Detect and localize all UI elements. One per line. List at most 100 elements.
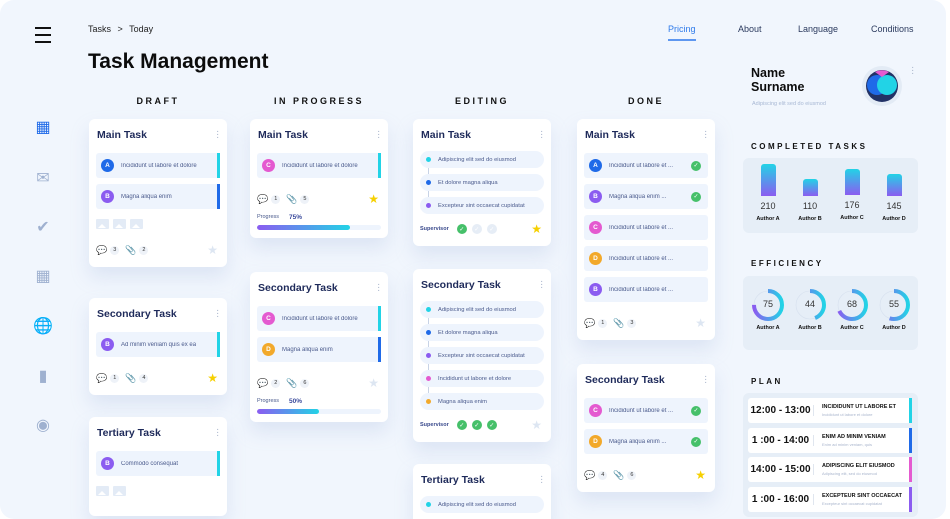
plan-row[interactable]: 14:00 - 15:00 ADIPISCING ELIT EIUSMOD Adip… [748,457,912,482]
star-icon[interactable]: ★ [531,222,542,236]
plan-row[interactable]: 1 :00 - 16:00 EXCEPTEUR SINT OCCAECAT Exce… [748,486,912,512]
paperclip-icon[interactable]: 📎 [125,372,137,383]
timeline-item[interactable]: Magna aliqua enim [420,393,544,410]
comment-icon[interactable]: 💬 [584,469,596,480]
task-card[interactable]: Secondary Task · · · Adipiscing elit sed do … [413,269,551,442]
timeline-item[interactable]: Excepteur sint occaecat cupidatat [420,347,544,364]
timeline-item[interactable]: Adipiscing elit sed do eiusmod [420,301,544,318]
task-item[interactable]: C Incididunt ut labore et dolore [257,306,381,331]
star-icon[interactable]: ★ [368,192,379,206]
comment-icon[interactable]: 💬 [257,193,269,204]
calendar-icon[interactable]: ▦ [35,268,51,285]
star-icon[interactable]: ★ [207,371,218,385]
task-card[interactable]: Main Task · · · A Incididunt ut labore et dol… [89,119,227,267]
star-icon[interactable]: ★ [531,418,542,432]
image-icon[interactable] [96,486,109,496]
task-item[interactable]: C Incididunt ut labore et ... [584,215,708,240]
nav-about[interactable]: About [738,24,762,34]
star-icon[interactable]: ★ [695,468,706,482]
more-options-icon[interactable]: · · · [377,126,381,143]
timeline-item[interactable]: Et dolore magna aliqua [420,174,544,191]
more-options-icon[interactable]: · · · [540,471,544,488]
task-card[interactable]: Tertiary Task · · · B Commodo consequat [89,417,227,516]
plan-row[interactable]: 1 :00 - 14:00 ENIM AD MINIM VENIAM Enim ad… [748,427,912,453]
task-item[interactable]: A Incididunt ut labore et dolore [96,153,220,178]
supervisor-check-icon[interactable]: ✓ [471,420,482,430]
task-item[interactable]: B Magna aliqua enim [96,184,220,209]
supervisor-check-icon[interactable]: ✓ [486,224,497,234]
comment-icon[interactable]: 💬 [96,244,108,255]
image-icon[interactable] [96,219,109,229]
task-card[interactable]: Main Task · · · Adipiscing elit sed do eiusm… [413,119,551,246]
task-item[interactable]: C Incididunt ut labore et ... ✓ [584,398,708,423]
supervisor-check-icon[interactable]: ✓ [456,224,467,234]
star-icon[interactable]: ★ [695,316,706,330]
bar-group: 176 Author C [832,169,872,221]
task-item[interactable]: D Magna aliqua enim ... ✓ [584,429,708,454]
image-icon[interactable] [130,219,143,229]
nav-language[interactable]: Language [798,24,839,34]
more-options-icon[interactable]: · · · [216,126,220,143]
profile-kebab-icon[interactable]: · · · [911,62,915,79]
card-title: Main Task [421,129,471,141]
supervisor-check-icon[interactable]: ✓ [486,420,497,430]
comment-icon[interactable]: 💬 [584,317,596,328]
more-options-icon[interactable]: · · · [540,276,544,293]
comment-icon[interactable]: 💬 [96,372,108,383]
breadcrumb-today[interactable]: Today [129,24,154,34]
task-card[interactable]: Secondary Task · · · B Ad minim veniam quis e… [89,298,227,395]
paperclip-icon[interactable]: 📎 [613,469,625,480]
task-item[interactable]: B Commodo consequat [96,451,220,476]
image-icon[interactable] [113,219,126,229]
task-card[interactable]: Secondary Task · · · C Incididunt ut labore e… [250,272,388,422]
task-card[interactable]: Secondary Task · · · C Incididunt ut labore e… [577,364,715,492]
hamburger-menu-icon[interactable] [35,27,51,48]
task-item[interactable]: B Incididunt ut labore et ... [584,277,708,302]
task-item[interactable]: A Incididunt ut labore et ... ✓ [584,153,708,178]
comment-icon[interactable]: 💬 [257,377,269,388]
paperclip-icon[interactable]: 📎 [613,317,625,328]
avatar[interactable] [862,66,902,106]
more-options-icon[interactable]: · · · [704,371,708,388]
task-item[interactable]: D Magna aliqua enim [257,337,381,362]
grid-icon[interactable]: ▦ [35,119,51,136]
image-icon[interactable] [113,486,126,496]
bar-value: 210 [760,200,776,211]
mail-icon[interactable]: ✉ [36,170,50,187]
more-options-icon[interactable]: · · · [216,305,220,322]
more-options-icon[interactable]: · · · [377,279,381,296]
timeline-item[interactable]: Adipiscing elit sed do eiusmod [420,151,544,168]
paperclip-icon[interactable]: 📎 [286,193,298,204]
more-options-icon[interactable]: · · · [540,126,544,143]
paperclip-icon[interactable]: 📎 [125,244,137,255]
supervisor-check-icon[interactable]: ✓ [456,420,467,430]
task-item[interactable]: B Magna aliqua enim ... ✓ [584,184,708,209]
assignee-avatar: D [589,435,602,448]
star-icon[interactable]: ★ [207,243,218,257]
more-options-icon[interactable]: · · · [704,126,708,143]
timeline-item[interactable]: Et dolore magna aliqua [420,324,544,341]
timeline-item[interactable]: Adipiscing elit sed do eiusmod [420,496,544,513]
task-card[interactable]: Main Task · · · C Incididunt ut labore et dol… [250,119,388,238]
task-item[interactable]: C Incididunt ut labore et dolore [257,153,381,178]
nav-conditions[interactable]: Conditions [871,24,914,34]
assignee-avatar: B [589,190,602,203]
timeline-item[interactable]: Incididunt ut labore et dolore [420,370,544,387]
paperclip-icon[interactable]: 📎 [286,377,298,388]
record-icon[interactable]: ◉ [36,417,50,434]
task-card[interactable]: Main Task · · · A Incididunt ut labore et ...… [577,119,715,340]
task-item[interactable]: D Incididunt ut labore et ... [584,246,708,271]
card-footer: 💬 2 📎 6 ★ [257,374,381,392]
globe-icon[interactable]: 🌐 [33,318,53,335]
nav-pricing[interactable]: Pricing [668,24,696,41]
more-options-icon[interactable]: · · · [216,424,220,441]
star-icon[interactable]: ★ [368,376,379,390]
task-card[interactable]: Tertiary Task · · · Adipiscing elit sed do e… [413,464,551,519]
bar-chart-icon[interactable]: ▮ [38,368,48,385]
check-circle-icon[interactable]: ✔ [36,219,50,236]
supervisor-check-icon[interactable]: ✓ [471,224,482,234]
breadcrumb-tasks[interactable]: Tasks [88,24,112,34]
timeline-item[interactable]: Excepteur sint occaecat cupidatat [420,197,544,214]
task-item[interactable]: B Ad minim veniam quis ex ea [96,332,220,357]
plan-row[interactable]: 12:00 - 13:00 INCIDIDUNT UT LABORE ET Inci… [748,398,912,423]
